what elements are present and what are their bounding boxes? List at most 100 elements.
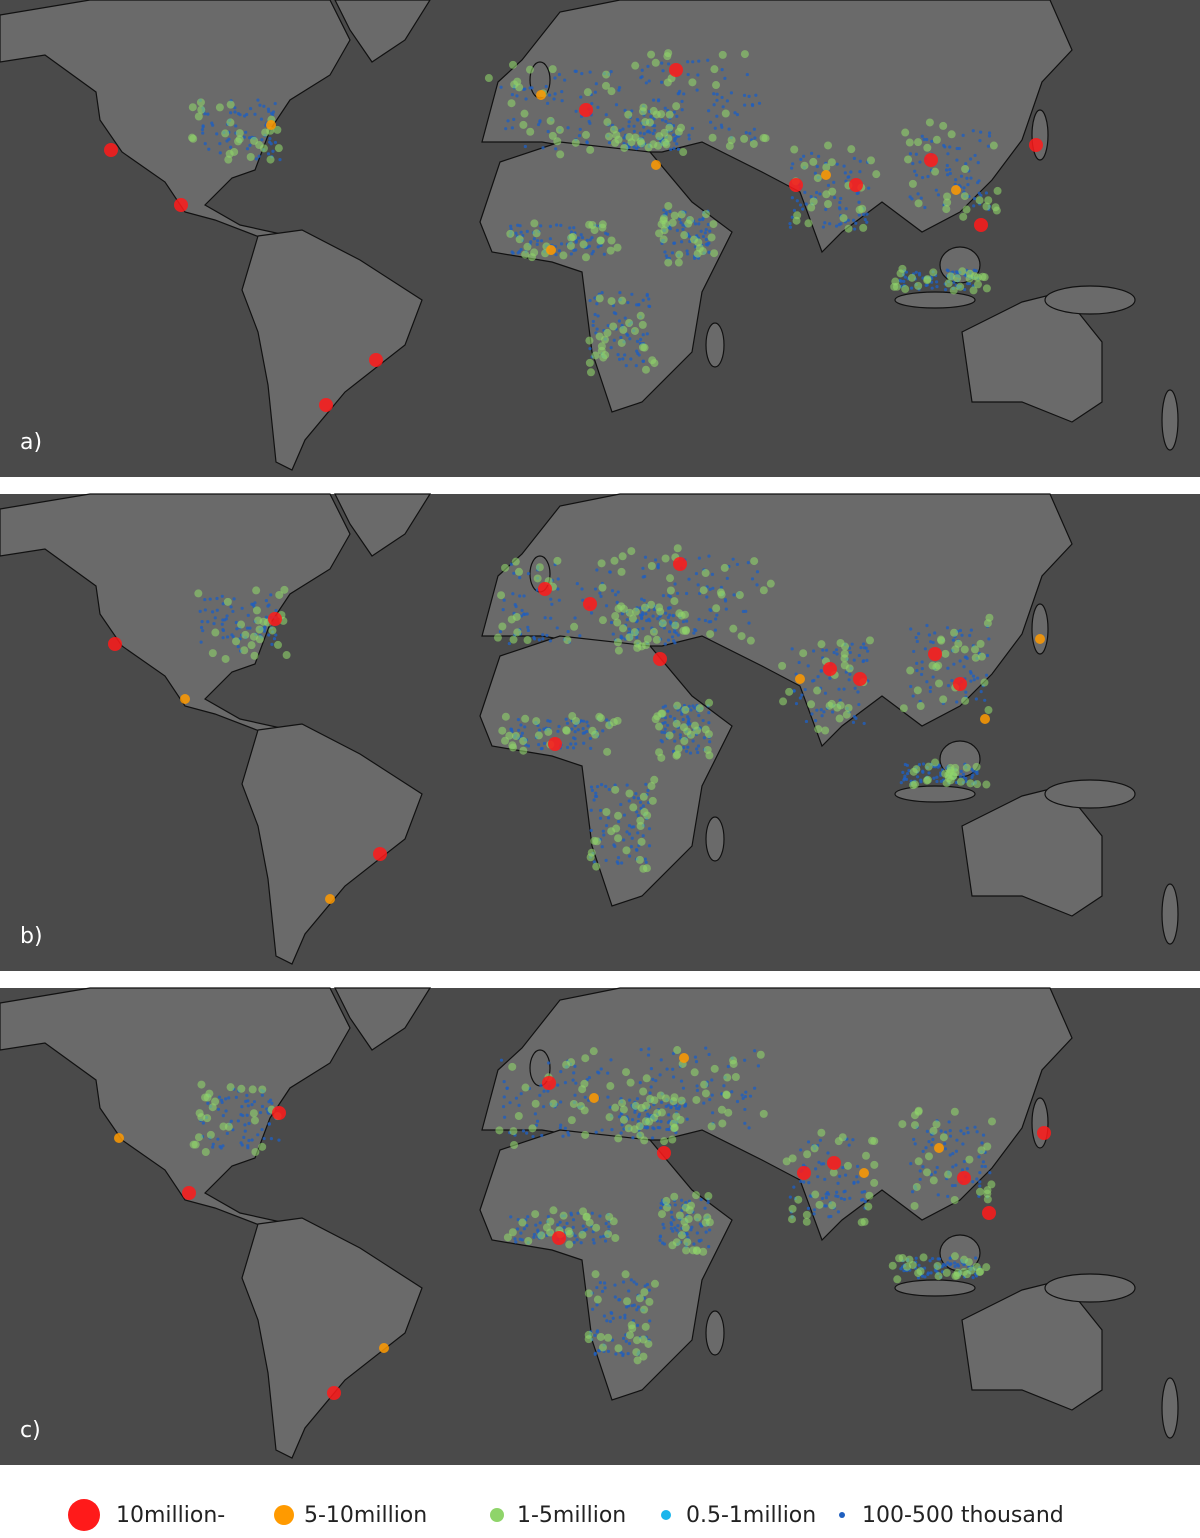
- city-dot: [673, 582, 677, 586]
- city-dot: [695, 1084, 699, 1088]
- city-dot: [658, 1234, 663, 1238]
- city-dot: [523, 242, 532, 251]
- city-dot: [707, 241, 711, 245]
- city-dot: [632, 1280, 636, 1284]
- city-dot: [635, 1294, 644, 1303]
- city-dot: [245, 626, 250, 630]
- city-dot: [614, 103, 619, 107]
- city-dot: [955, 158, 959, 162]
- city-dot: [261, 128, 270, 137]
- city-dot: [934, 1272, 943, 1281]
- city-dot: [903, 275, 907, 279]
- city-dot: [920, 672, 924, 677]
- city-dot: [604, 823, 609, 828]
- city-dot: [627, 124, 631, 128]
- city-dot: [211, 1097, 220, 1106]
- city-dot: [914, 173, 919, 177]
- city-dot: [521, 1083, 530, 1092]
- city-dot: [966, 183, 970, 187]
- city-dot: [670, 1223, 674, 1227]
- city-dot: [984, 191, 989, 195]
- city-dot: [666, 574, 675, 583]
- city-dot: [244, 1099, 248, 1103]
- city-dot: [831, 710, 835, 714]
- city-dot: [627, 627, 631, 631]
- city-dot: [528, 1124, 537, 1133]
- city-dot: [707, 109, 711, 113]
- city-dot: [643, 1125, 647, 1130]
- city-dot: [726, 1064, 730, 1069]
- city-dot: [664, 201, 673, 210]
- city-dot: [687, 133, 691, 137]
- city-dot: [632, 129, 636, 133]
- city-dot: [626, 300, 630, 305]
- city-dot: [618, 1099, 627, 1108]
- city-dot: [657, 1210, 666, 1219]
- city-dot: [182, 1186, 196, 1200]
- city-dot: [582, 719, 586, 723]
- city-dot: [536, 239, 540, 243]
- city-dot: [803, 687, 807, 692]
- city-dot: [575, 582, 579, 586]
- city-dot: [546, 1089, 550, 1093]
- city-dot: [605, 1113, 614, 1122]
- city-dot: [619, 1131, 623, 1135]
- city-dot: [708, 1228, 712, 1232]
- city-dot: [554, 147, 558, 151]
- city-dot: [581, 130, 590, 139]
- city-dot: [212, 621, 216, 626]
- city-dot: [861, 1197, 865, 1202]
- city-dot: [611, 785, 620, 794]
- city-dot: [673, 1226, 677, 1230]
- city-dot: [977, 652, 986, 661]
- city-dot: [863, 1199, 867, 1204]
- city-dot: [532, 1232, 537, 1237]
- city-dot: [735, 1099, 740, 1104]
- city-dot: [623, 353, 627, 357]
- city-dot: [928, 685, 932, 690]
- city-dot: [633, 1336, 642, 1345]
- city-dot: [833, 195, 837, 200]
- city-dot: [951, 185, 961, 195]
- city-dot: [811, 1190, 820, 1199]
- city-dot: [234, 1095, 238, 1099]
- city-dot: [541, 637, 545, 641]
- city-dot: [987, 1180, 996, 1189]
- city-dot: [936, 193, 941, 197]
- city-dot: [599, 783, 604, 787]
- city-dot: [574, 1081, 578, 1085]
- city-dot: [516, 223, 520, 227]
- city-dot: [973, 780, 982, 789]
- city-dot: [223, 597, 232, 606]
- city-dot: [592, 1223, 601, 1232]
- city-dot: [260, 1104, 265, 1109]
- city-dot: [961, 696, 970, 705]
- city-dot: [613, 638, 622, 647]
- city-dot: [953, 1264, 957, 1269]
- city-dot: [788, 222, 792, 226]
- city-dot: [589, 785, 594, 789]
- city-dot: [692, 631, 696, 635]
- city-dot: [508, 1101, 512, 1105]
- city-dot: [247, 1138, 251, 1143]
- city-dot: [508, 1062, 517, 1071]
- city-dot: [715, 92, 719, 96]
- city-dot: [800, 693, 804, 697]
- city-dot: [599, 594, 603, 598]
- city-dot: [704, 730, 713, 739]
- city-dot: [588, 238, 592, 242]
- city-dot: [920, 134, 924, 138]
- city-dot: [984, 196, 993, 205]
- city-dot: [210, 610, 215, 614]
- city-dot: [626, 333, 630, 337]
- city-dot: [586, 145, 595, 154]
- city-dot: [610, 1128, 614, 1132]
- city-dot: [913, 169, 917, 173]
- city-dot: [849, 178, 863, 192]
- city-dot: [581, 253, 590, 262]
- city-dot: [927, 633, 931, 637]
- city-dot: [607, 1225, 611, 1229]
- city-dot: [712, 92, 716, 96]
- city-dot: [901, 285, 910, 294]
- city-dot: [646, 1053, 651, 1057]
